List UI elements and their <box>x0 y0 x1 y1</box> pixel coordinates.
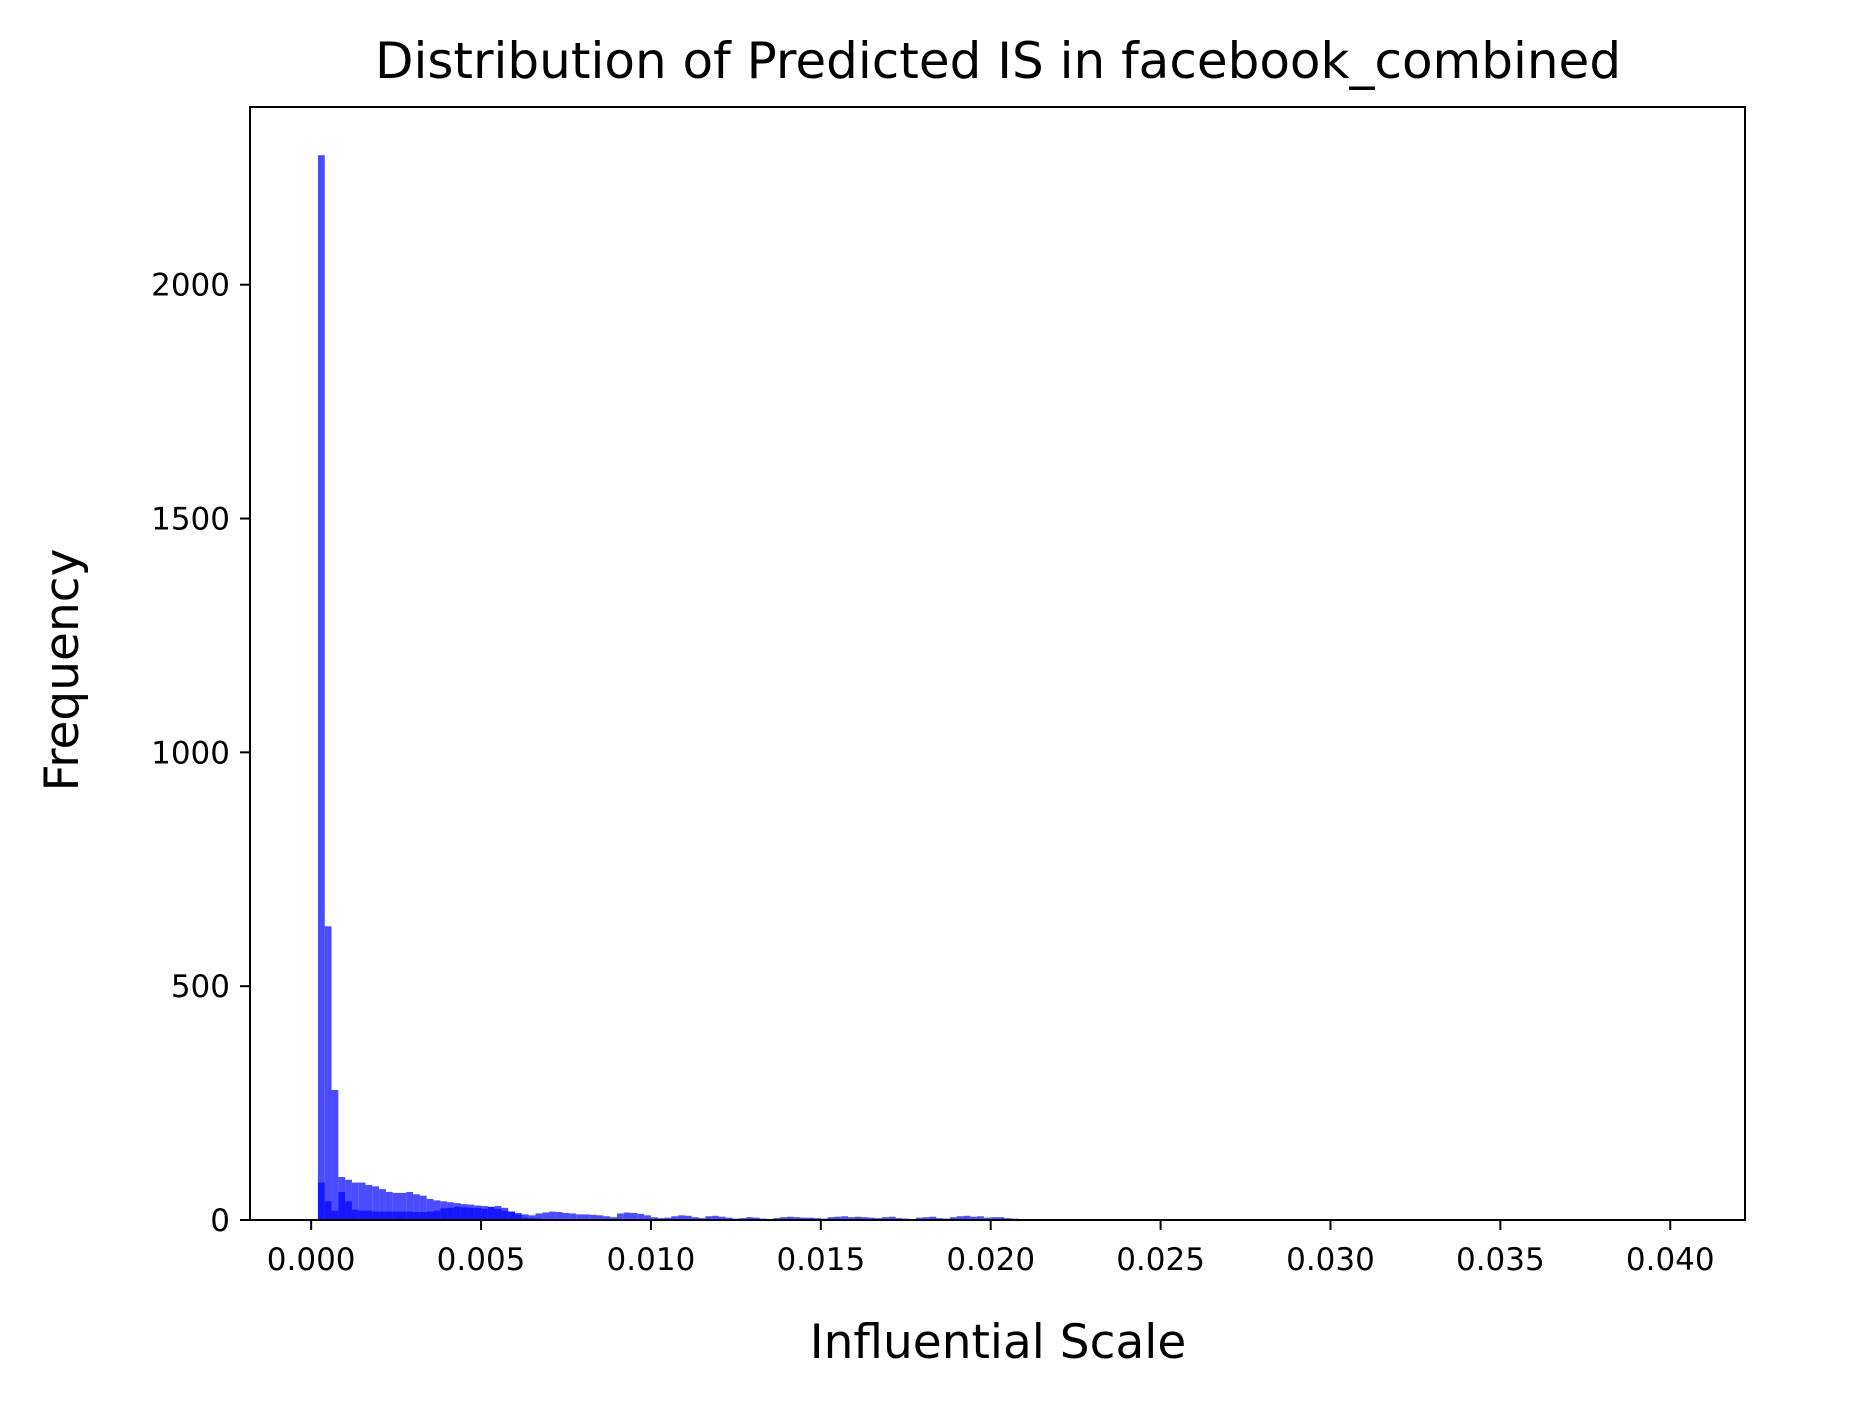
x-tick-label: 0.005 <box>437 1242 526 1278</box>
histogram-bar <box>454 1207 461 1220</box>
y-tick-label: 1500 <box>151 502 230 538</box>
histogram-bar <box>406 1212 413 1220</box>
histogram-bar <box>345 1201 352 1220</box>
y-tick-label: 500 <box>171 969 230 1005</box>
histogram-bar <box>332 1090 339 1220</box>
histogram-bar <box>318 1183 325 1220</box>
histogram-bar <box>427 1212 434 1220</box>
histogram-bar <box>447 1208 454 1220</box>
histogram-bar <box>372 1212 379 1220</box>
histogram-bar <box>467 1208 474 1220</box>
histogram-bar <box>325 926 332 1220</box>
x-tick-label: 0.025 <box>1116 1242 1205 1278</box>
histogram-bar <box>495 1206 502 1220</box>
histogram-bar <box>542 1213 549 1220</box>
histogram-bar <box>400 1212 407 1220</box>
histogram-bar <box>433 1211 440 1220</box>
histogram-bar <box>501 1208 508 1220</box>
histogram-bar <box>359 1211 366 1220</box>
histogram-bar <box>549 1212 556 1220</box>
x-axis-label: Influential Scale <box>810 1315 1186 1370</box>
histogram-bar <box>420 1212 427 1220</box>
x-tick-label: 0.010 <box>607 1242 696 1278</box>
chart-title: Distribution of Predicted IS in facebook… <box>375 32 1621 90</box>
histogram-bar <box>440 1208 447 1220</box>
histogram-bar <box>352 1210 359 1220</box>
histogram-bar <box>366 1211 373 1220</box>
histogram-bar <box>325 1201 332 1220</box>
histogram-bar <box>338 1192 345 1220</box>
histogram-bar <box>474 1208 481 1220</box>
y-tick-label: 2000 <box>151 268 230 304</box>
y-axis-label: Frequency <box>35 549 90 792</box>
histogram-bar <box>631 1213 638 1220</box>
y-tick-label: 0 <box>210 1203 230 1239</box>
histogram-bar <box>624 1213 631 1220</box>
histogram-bar <box>508 1212 515 1220</box>
histogram-bar <box>481 1209 488 1220</box>
histogram-bar <box>563 1213 570 1220</box>
x-tick-label: 0.035 <box>1456 1242 1545 1278</box>
histogram-bar <box>318 155 325 1220</box>
histogram-bar <box>488 1207 495 1220</box>
histogram-bar <box>332 1211 339 1220</box>
y-tick-label: 1000 <box>151 735 230 771</box>
x-tick-label: 0.020 <box>946 1242 1035 1278</box>
histogram-bar <box>379 1212 386 1220</box>
x-tick-label: 0.015 <box>776 1242 865 1278</box>
histogram-bar <box>556 1212 563 1220</box>
histogram-bar <box>393 1212 400 1220</box>
histogram-bar <box>413 1212 420 1220</box>
histogram-bar <box>386 1212 393 1220</box>
histogram-bar <box>461 1207 468 1220</box>
x-tick-label: 0.000 <box>267 1242 356 1278</box>
x-tick-label: 0.040 <box>1626 1242 1715 1278</box>
x-tick-label: 0.030 <box>1286 1242 1375 1278</box>
